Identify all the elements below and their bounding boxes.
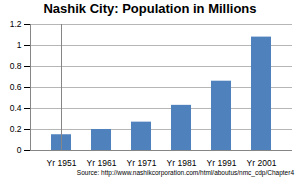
svg-text:1: 1 <box>17 40 22 50</box>
html-text:Source: http://www.nashikcorpo: Source: http://www.nashikcorporation.com… <box>76 169 294 176</box>
svg-text:0.8: 0.8 <box>10 61 22 71</box>
svg-text:Yr 1991: Yr 1991 <box>207 158 237 168</box>
svg-text:0.2: 0.2 <box>10 124 22 134</box>
svg-text:0: 0 <box>17 145 22 155</box>
svg-text:Yr 1961: Yr 1961 <box>87 158 117 168</box>
html-text:Nashik City: Population in Mil: Nashik City: Population in Millions <box>43 1 257 16</box>
svg-text:Yr 1981: Yr 1981 <box>167 158 197 168</box>
svg-text:Yr 2001: Yr 2001 <box>247 158 277 168</box>
svg-text:Yr 1951: Yr 1951 <box>47 158 77 168</box>
svg-text:1.2: 1.2 <box>10 19 22 29</box>
svg-text:0.4: 0.4 <box>10 103 22 113</box>
svg-text:Yr 1971: Yr 1971 <box>127 158 157 168</box>
svg-text:0.6: 0.6 <box>10 82 22 92</box>
